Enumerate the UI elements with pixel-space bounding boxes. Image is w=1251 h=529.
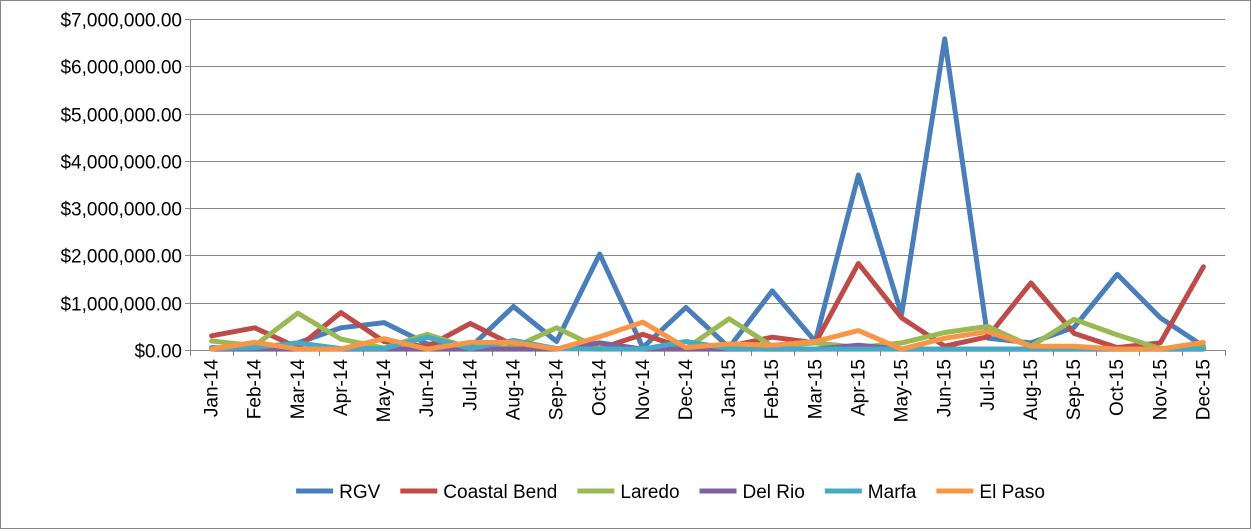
legend: RGV Coastal Bend Laredo Del Rio Marfa El Paso	[296, 482, 1045, 503]
x-tick-label: Oct-15	[1107, 359, 1128, 416]
x-tick-label: Nov-15	[1150, 359, 1171, 420]
y-tick-label: $3,000,000.00	[60, 200, 182, 221]
x-tick-label: Jun-14	[417, 359, 438, 418]
y-tick-label: $5,000,000.00	[60, 106, 182, 127]
legend-label: Coastal Bend	[443, 482, 557, 503]
gridlines	[190, 19, 1225, 304]
x-tick-label: Aug-14	[503, 359, 524, 421]
y-tick-label: $7,000,000.00	[60, 11, 182, 32]
x-tick-label: Jul-14	[460, 359, 481, 411]
y-tick-label: $6,000,000.00	[60, 58, 182, 79]
legend-label: El Paso	[979, 482, 1044, 503]
x-tick-label: Mar-15	[805, 359, 826, 419]
legend-item: Laredo	[577, 482, 680, 503]
x-tick-label: Apr-14	[331, 359, 352, 416]
legend-item: RGV	[296, 482, 381, 503]
x-tick-label: Jan-15	[719, 359, 740, 417]
series-lines	[209, 36, 1206, 352]
x-tick-label: May-15	[892, 359, 913, 422]
x-tick-label: Apr-15	[848, 359, 869, 416]
legend-label: Marfa	[868, 482, 917, 503]
y-tick-label: $0.00	[134, 342, 182, 363]
legend-label: Laredo	[620, 482, 679, 503]
y-axis-tick-labels: $0.00 $1,000,000.00 $2,000,000.00 $3,000,00…	[60, 11, 182, 363]
x-tick-label: Feb-14	[245, 359, 266, 420]
x-tick-label: Sep-15	[1064, 359, 1085, 420]
series-line-el-paso	[209, 319, 1206, 352]
x-axis-tick-labels: Jan-14 Feb-14 Mar-14 Apr-14 May-14 Jun-14 Jul-…	[202, 359, 1215, 423]
y-tick-label: $1,000,000.00	[60, 295, 182, 316]
legend-label: RGV	[339, 482, 381, 503]
x-tick-label: Jan-14	[202, 359, 223, 418]
x-tick-label: Nov-14	[633, 359, 654, 421]
y-tick-label: $4,000,000.00	[60, 153, 182, 174]
legend-item: Marfa	[824, 482, 917, 503]
x-tick-label: Oct-14	[590, 359, 611, 416]
x-tick-label: Dec-15	[1193, 359, 1214, 420]
x-tick-label: Sep-14	[547, 359, 568, 421]
x-tick-label: Dec-14	[676, 359, 697, 421]
x-tick-label: Mar-14	[288, 359, 309, 420]
legend-item: El Paso	[936, 482, 1045, 503]
x-tick-label: May-14	[374, 359, 395, 423]
y-tick-label: $2,000,000.00	[60, 247, 182, 268]
x-tick-label: Aug-15	[1021, 359, 1042, 420]
x-tick-label: Jun-15	[935, 359, 956, 417]
legend-label: Del Rio	[743, 482, 805, 503]
x-tick-label: Jul-15	[978, 359, 999, 411]
legend-item: Coastal Bend	[400, 482, 557, 503]
x-tick-label: Feb-15	[762, 359, 783, 419]
legend-item: Del Rio	[699, 482, 805, 503]
